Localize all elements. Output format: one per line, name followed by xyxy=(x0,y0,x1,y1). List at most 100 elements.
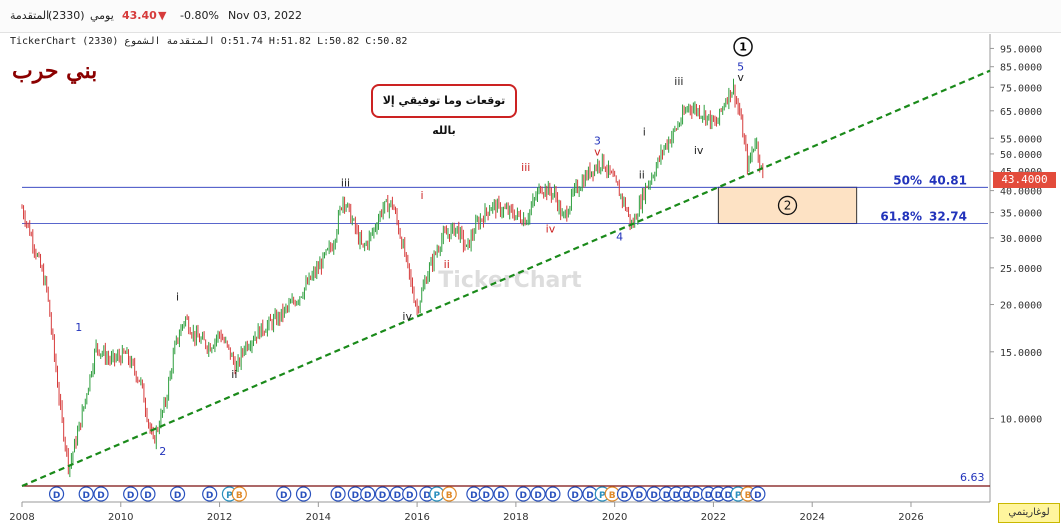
event-marker-label: B xyxy=(609,491,616,501)
wave-label: ii xyxy=(231,368,237,381)
wave-label: ii xyxy=(639,169,645,182)
degree-circle-label: 1 xyxy=(739,41,747,54)
log-scale-button[interactable]: لوغاريتمي xyxy=(998,503,1060,523)
event-marker[interactable] xyxy=(360,486,376,502)
change-percent: -0.80% xyxy=(180,9,219,22)
event-marker-label: D xyxy=(549,491,556,501)
event-marker[interactable] xyxy=(545,486,561,502)
event-marker[interactable] xyxy=(123,486,139,502)
y-tick-label: 95.0000 xyxy=(1000,44,1042,55)
event-marker-label: B xyxy=(236,491,243,501)
event-marker[interactable] xyxy=(295,486,312,502)
y-tick-label: 10.0000 xyxy=(1000,414,1042,425)
event-marker[interactable] xyxy=(567,486,583,502)
event-marker[interactable] xyxy=(330,486,346,502)
ohlc-summary: TickerChart المتقدمة الشموع (2330) O:51.… xyxy=(10,36,408,47)
event-marker-label: D xyxy=(406,491,413,501)
x-tick-label: 2008 xyxy=(9,512,34,523)
trendline xyxy=(21,69,991,488)
wave-label: v xyxy=(737,71,744,84)
min-value-label: 6.63 xyxy=(960,471,985,484)
event-marker-label: D xyxy=(364,491,371,501)
degree-circle xyxy=(733,36,753,57)
y-tick-label: 50.0000 xyxy=(1000,150,1042,161)
event-marker[interactable] xyxy=(231,486,247,502)
event-marker-label: D xyxy=(650,491,657,501)
event-marker-label: D xyxy=(300,491,307,501)
event-marker-label: D xyxy=(754,491,761,501)
event-marker-label: B xyxy=(446,491,453,501)
event-marker[interactable] xyxy=(276,486,292,502)
x-tick-label: 2018 xyxy=(503,512,528,523)
event-marker[interactable] xyxy=(48,486,65,502)
symbol-name[interactable]: المتقدمة xyxy=(10,9,50,22)
event-marker[interactable] xyxy=(402,486,418,502)
event-marker[interactable] xyxy=(515,486,531,502)
event-marker-label: D xyxy=(483,491,490,501)
wave-label: 1 xyxy=(75,321,82,334)
event-marker-label: B xyxy=(745,491,752,501)
x-tick-label: 2012 xyxy=(207,512,232,523)
x-tick-label: 2020 xyxy=(602,512,627,523)
wave-label: i xyxy=(421,189,424,202)
wave-label: iv xyxy=(694,144,704,157)
period-label[interactable]: يومي xyxy=(90,9,114,22)
wave-label: i xyxy=(643,125,646,138)
event-marker[interactable] xyxy=(140,486,156,502)
quote-date: Nov 03, 2022 xyxy=(228,9,302,22)
wave-label: iii xyxy=(521,161,530,174)
wave-label: iv xyxy=(546,222,556,235)
x-tick-label: 2014 xyxy=(306,512,331,523)
fib-level-pct: 61.8% xyxy=(880,210,922,224)
y-tick-label: 75.0000 xyxy=(1000,83,1042,94)
symbol-code: (2330) xyxy=(48,9,85,22)
event-marker[interactable] xyxy=(631,486,647,502)
current-price-tag: 43.4000 xyxy=(993,172,1056,188)
event-marker[interactable] xyxy=(616,486,633,502)
event-marker-label: D xyxy=(82,491,89,501)
event-marker-label: D xyxy=(534,491,541,501)
event-marker-label: D xyxy=(352,491,359,501)
event-marker[interactable] xyxy=(530,486,546,502)
wave-label: i xyxy=(176,290,179,303)
wave-label: iii xyxy=(341,177,350,190)
event-marker[interactable] xyxy=(493,486,509,502)
event-marker[interactable] xyxy=(78,486,94,502)
y-tick-label: 40.0000 xyxy=(1000,187,1042,198)
down-arrow-icon: ▼ xyxy=(158,9,167,22)
wave-label: 3 xyxy=(594,134,601,147)
event-marker-label: D xyxy=(334,491,341,501)
x-tick-label: 2022 xyxy=(701,512,726,523)
event-marker-label: D xyxy=(394,491,401,501)
wave-label: iii xyxy=(674,75,683,88)
event-marker[interactable] xyxy=(169,486,186,502)
wave-label: 4 xyxy=(616,231,623,244)
wave-label: v xyxy=(594,146,601,159)
fib-level-pct: 50% xyxy=(893,173,922,187)
y-tick-label: 25.0000 xyxy=(1000,264,1042,275)
x-tick-label: 2026 xyxy=(898,512,923,523)
chart-header: المتقدمة (2330) يومي 43.40 ▼ -0.80% Nov … xyxy=(0,0,1061,33)
last-price: 43.40 xyxy=(122,9,157,22)
event-marker-label: D xyxy=(97,491,104,501)
event-marker[interactable] xyxy=(202,486,218,502)
event-marker[interactable] xyxy=(441,486,457,502)
wave-label: ii xyxy=(444,258,450,271)
wave-label: 5 xyxy=(737,61,744,74)
event-marker-label: D xyxy=(423,491,430,501)
target-zone-circle xyxy=(777,195,798,216)
watermark: TickerChart xyxy=(438,268,582,293)
event-marker-label: P xyxy=(226,491,233,501)
event-marker-label: D xyxy=(725,491,732,501)
event-marker[interactable] xyxy=(374,486,391,502)
wave-label: 2 xyxy=(159,445,166,458)
event-marker-label: D xyxy=(520,491,527,501)
note-box: توقعات وما توفيقي إلا بالله xyxy=(371,84,517,137)
event-marker[interactable] xyxy=(478,486,494,502)
y-tick-label: 15.0000 xyxy=(1000,348,1042,359)
event-marker[interactable] xyxy=(750,486,766,502)
event-marker[interactable] xyxy=(93,486,109,502)
x-tick-label: 2010 xyxy=(108,512,133,523)
